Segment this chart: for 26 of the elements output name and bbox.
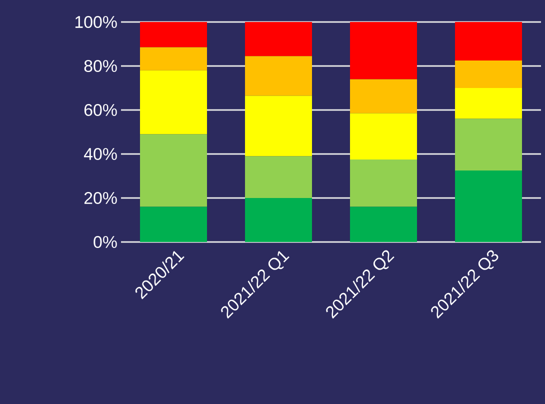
bar	[140, 70, 208, 134]
bar	[350, 22, 418, 80]
bar	[350, 160, 418, 207]
bar	[245, 56, 312, 96]
bar	[455, 170, 522, 242]
y-tick-label: 60%	[84, 104, 117, 116]
bar	[245, 96, 312, 156]
bar	[140, 22, 208, 48]
y-tick-label: 0%	[94, 236, 117, 248]
bar	[140, 134, 208, 207]
bar	[140, 206, 208, 242]
bar	[350, 113, 418, 160]
y-tick-label: 40%	[84, 148, 117, 160]
bar	[350, 206, 418, 242]
bar	[245, 156, 312, 198]
bar	[350, 79, 418, 114]
bar	[455, 60, 522, 88]
bar	[455, 118, 522, 170]
y-tick-label: 20%	[84, 192, 117, 204]
y-tick-label: 80%	[84, 60, 117, 72]
y-tick-label: 100%	[75, 16, 117, 28]
bar	[455, 22, 522, 60]
bar	[245, 22, 312, 56]
bar	[245, 198, 312, 242]
bar	[140, 47, 208, 70]
bar	[455, 88, 522, 119]
